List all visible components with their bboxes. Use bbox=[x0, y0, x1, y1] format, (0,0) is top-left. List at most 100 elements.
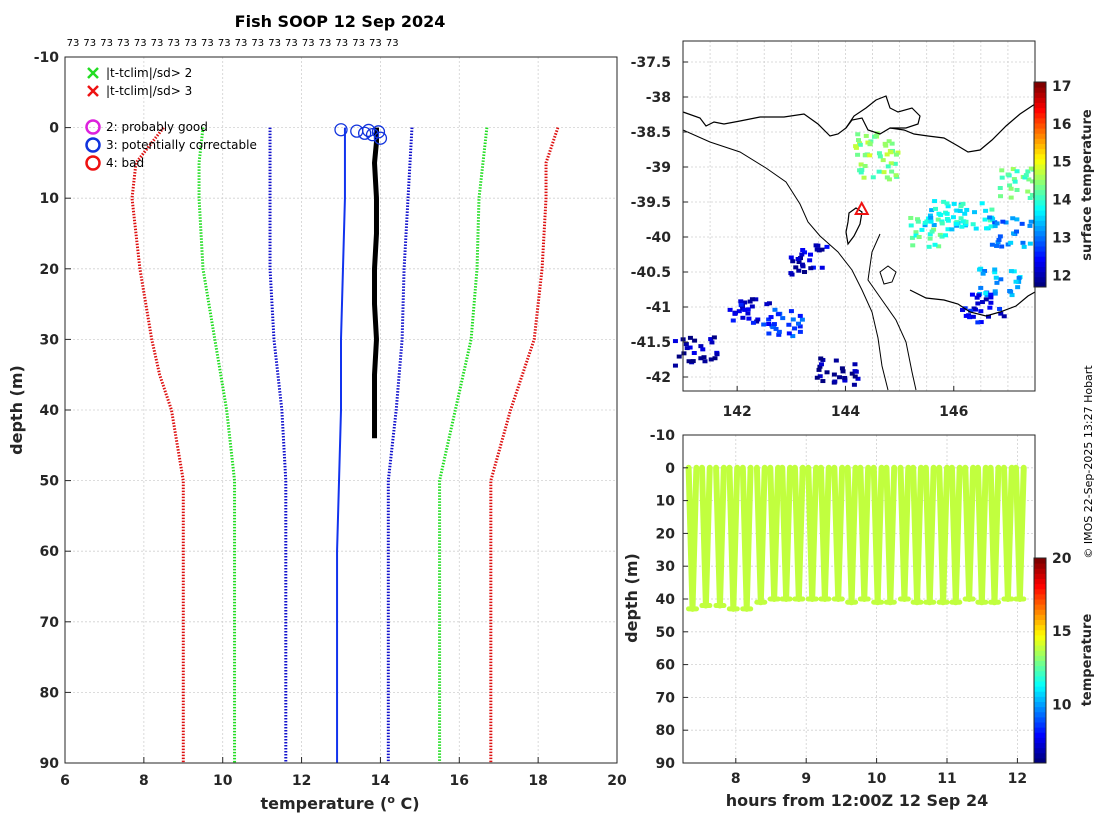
section-colorbar-segment bbox=[1034, 732, 1046, 738]
section-colorbar-segment bbox=[1034, 757, 1046, 764]
map-sst-cell bbox=[978, 320, 984, 325]
map-sst-cell bbox=[976, 293, 982, 298]
section-colorbar-segment bbox=[1034, 604, 1046, 610]
profile-y-axis-label: depth (m) bbox=[7, 365, 26, 455]
map-sst-cell bbox=[987, 305, 993, 310]
map-sst-cell bbox=[873, 134, 879, 139]
map-sst-cell bbox=[708, 337, 714, 342]
map-colorbar-tick-label: 16 bbox=[1052, 117, 1071, 133]
map-sst-cell bbox=[773, 326, 779, 331]
map-sst-cell bbox=[969, 292, 975, 297]
map-sst-cell bbox=[686, 359, 692, 364]
legend-entry-label: 2: probably good bbox=[106, 120, 208, 134]
section-colorbar-segment bbox=[1034, 599, 1046, 605]
map-sst-cell bbox=[807, 252, 813, 257]
map-sst-cell bbox=[876, 169, 882, 174]
map-sst-cell bbox=[698, 356, 704, 361]
map-colorbar-segment bbox=[1034, 281, 1046, 288]
section-colorbar-segment bbox=[1034, 737, 1046, 743]
map-sst-cell bbox=[877, 154, 883, 159]
section-colorbar-segment bbox=[1034, 691, 1046, 697]
map-colorbar-segment bbox=[1034, 215, 1046, 221]
map-colorbar-segment bbox=[1034, 82, 1046, 88]
section-colorbar-segment bbox=[1034, 614, 1046, 620]
map-sst-cell bbox=[992, 291, 998, 296]
map-sst-cell bbox=[857, 168, 863, 173]
section-colorbar-segment bbox=[1034, 619, 1046, 626]
map-sst-cell bbox=[998, 277, 1004, 282]
map-sst-cell bbox=[1011, 231, 1017, 236]
map-sst-cell bbox=[880, 158, 886, 163]
map-x-tick-label: 146 bbox=[939, 404, 968, 420]
section-colorbar-segment bbox=[1034, 634, 1046, 641]
map-colorbar-segment bbox=[1034, 179, 1046, 185]
map-sst-cell bbox=[1025, 169, 1031, 174]
map-sst-cell bbox=[959, 224, 965, 229]
map-sst-cell bbox=[815, 243, 821, 248]
section-x-tick-label: 10 bbox=[867, 771, 887, 787]
port-phillip-bay bbox=[845, 95, 921, 129]
section-colorbar-frame bbox=[1033, 557, 1047, 764]
map-sst-cell bbox=[698, 344, 704, 349]
map-sst-cell bbox=[814, 375, 820, 380]
map-sst-cell bbox=[927, 236, 933, 241]
map-sst-cell bbox=[964, 207, 970, 212]
map-sst-cell bbox=[772, 307, 778, 312]
map-sst-cell bbox=[852, 374, 858, 379]
profile-x-tick-label: 20 bbox=[607, 773, 627, 789]
map-sst-cell bbox=[881, 170, 887, 175]
map-sst-cell bbox=[818, 362, 824, 367]
profile-x-tick-label: 12 bbox=[292, 773, 311, 789]
map-sst-cell bbox=[984, 226, 990, 231]
map-sst-cell bbox=[883, 143, 889, 148]
map-sst-cell bbox=[855, 132, 861, 137]
map-sst-cell bbox=[915, 219, 921, 224]
flinders-island bbox=[879, 265, 897, 285]
legend-entry-label: 4: bad bbox=[106, 156, 144, 170]
map-y-tick-label: -39 bbox=[646, 160, 671, 176]
map-sst-cell bbox=[853, 145, 859, 150]
map-sst-cell bbox=[692, 338, 698, 343]
map-sst-cell bbox=[994, 221, 1000, 226]
map-sst-cell bbox=[1028, 166, 1034, 171]
map-sst-cell bbox=[980, 271, 986, 276]
profile-top-label: 73 bbox=[218, 38, 231, 49]
profile-top-label: 73 bbox=[235, 38, 248, 49]
map-x-tick-label: 142 bbox=[723, 404, 752, 420]
map-sst-cell bbox=[1014, 187, 1020, 192]
shelf-contour-west bbox=[682, 129, 889, 391]
map-colorbar-tick-label: 15 bbox=[1052, 155, 1071, 171]
map-sst-cell bbox=[960, 307, 966, 312]
map-sst-cell bbox=[990, 217, 996, 222]
map-sst-cell bbox=[1019, 221, 1025, 226]
map-sst-cell bbox=[984, 293, 990, 298]
map-sst-cell bbox=[889, 169, 895, 174]
map-sst-cell bbox=[742, 307, 748, 312]
map-sst-cell bbox=[1008, 269, 1014, 274]
map-colorbar-segment bbox=[1034, 256, 1046, 262]
profile-top-label: 73 bbox=[352, 38, 365, 49]
map-sst-cell bbox=[817, 374, 823, 379]
profile-legend: |t-tclim|/sd> 2 |t-tclim|/sd> 3 2: probabl… bbox=[85, 66, 257, 171]
map-sst-cell bbox=[861, 175, 867, 180]
map-sst-cell bbox=[788, 255, 794, 260]
map-sst-cell bbox=[997, 186, 1003, 191]
map-sst-cell bbox=[833, 358, 839, 363]
section-colorbar-segment bbox=[1034, 624, 1046, 631]
map-sst-cell bbox=[1011, 177, 1017, 182]
section-x-tick-label: 9 bbox=[801, 771, 811, 787]
profile-top-label: 73 bbox=[285, 38, 298, 49]
map-sst-cell bbox=[754, 319, 760, 324]
map-sst-cell bbox=[950, 215, 956, 220]
profile-top-label: 73 bbox=[167, 38, 180, 49]
map-sst-cell bbox=[764, 302, 770, 307]
map-sst-cell bbox=[951, 201, 957, 206]
map-colorbar-segment bbox=[1034, 220, 1046, 226]
map-sst-cell bbox=[1008, 186, 1014, 191]
map-sst-cell bbox=[944, 201, 950, 206]
map-sst-cell bbox=[1000, 219, 1006, 224]
map-sst-cell bbox=[766, 331, 772, 336]
map-sst-cell bbox=[936, 211, 942, 216]
map-sst-cell bbox=[858, 162, 864, 167]
map-sst-cell bbox=[799, 317, 805, 322]
